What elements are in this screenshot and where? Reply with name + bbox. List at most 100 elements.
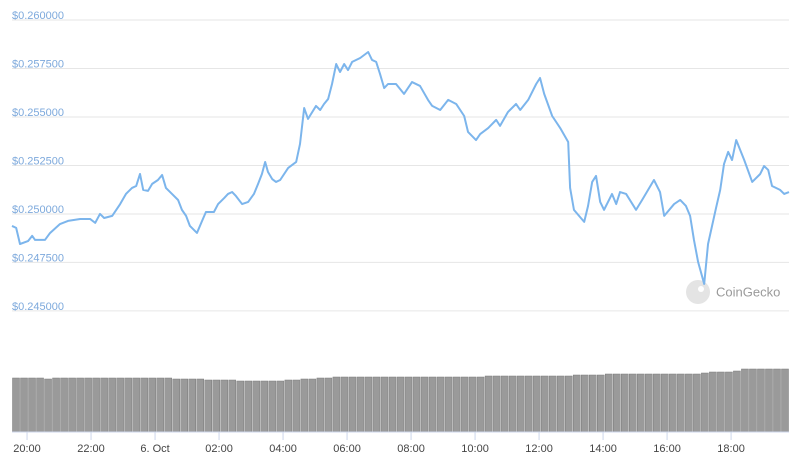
volume-bar <box>524 375 533 433</box>
volume-bar <box>252 380 261 433</box>
volume-bar <box>156 377 164 433</box>
volume-bar <box>725 371 733 433</box>
volume-bar <box>444 376 453 433</box>
volume-bar <box>132 377 140 433</box>
volume-bar <box>44 378 52 433</box>
x-tick-label: 6. Oct <box>140 443 169 455</box>
volume-bar <box>92 377 100 433</box>
volume-bar <box>324 377 333 433</box>
volume-bar <box>653 373 661 433</box>
volume-bar <box>484 375 493 433</box>
volume-bar <box>228 379 237 433</box>
volume-bar <box>300 378 309 433</box>
volume-bar <box>548 375 557 433</box>
volume-bar <box>685 373 693 433</box>
volume-bar <box>212 379 221 433</box>
volume-bar <box>733 370 741 433</box>
volume-bar <box>412 376 421 433</box>
volume-bar <box>588 374 597 433</box>
volume-bar <box>580 374 589 433</box>
volume-bar <box>621 373 629 433</box>
volume-bar <box>645 373 653 433</box>
y-tick-label: $0.250000 <box>12 204 64 216</box>
volume-bar <box>380 376 389 433</box>
volume-bar <box>613 373 621 433</box>
volume-bar <box>605 373 613 433</box>
volume-bar <box>76 377 84 433</box>
volume-bar <box>404 376 413 433</box>
y-tick-label: $0.252500 <box>12 155 64 167</box>
y-tick-label: $0.260000 <box>12 10 64 22</box>
x-tick-label: 08:00 <box>397 443 425 455</box>
volume-bar <box>124 377 132 433</box>
price-line <box>11 51 790 285</box>
volume-bar <box>188 378 196 433</box>
volume-bar <box>364 376 373 433</box>
x-tick-label: 16:00 <box>653 443 681 455</box>
volume-bar <box>292 379 301 433</box>
volume-bar <box>757 368 765 433</box>
volume-bar <box>244 380 253 433</box>
x-tick-label: 02:00 <box>205 443 233 455</box>
volume-bar <box>220 379 229 433</box>
volume-bar <box>572 374 581 433</box>
volume-bar <box>781 368 789 433</box>
y-tick-label: $0.255000 <box>12 107 64 119</box>
volume-bar <box>52 377 60 433</box>
volume-bar <box>396 376 405 433</box>
volume-bar <box>468 376 477 433</box>
x-tick-label: 04:00 <box>269 443 297 455</box>
volume-bar <box>28 377 36 433</box>
volume-bar <box>172 378 180 433</box>
volume-bar <box>316 377 325 433</box>
volume-bar <box>701 372 709 433</box>
volume-bar <box>773 368 781 433</box>
volume-bar <box>372 376 381 433</box>
volume-bar <box>516 375 525 433</box>
volume-bar <box>508 375 517 433</box>
volume-bar <box>356 376 365 433</box>
volume-bar <box>452 376 461 433</box>
x-tick-label: 12:00 <box>525 443 553 455</box>
volume-bar <box>436 376 445 433</box>
x-tick-label: 10:00 <box>461 443 489 455</box>
volume-bar <box>765 368 773 433</box>
volume-bar <box>276 380 285 433</box>
volume-bar <box>564 375 573 433</box>
x-tick-label: 14:00 <box>589 443 617 455</box>
volume-bar <box>100 377 108 433</box>
volume-bar <box>492 375 501 433</box>
volume-bar <box>532 375 541 433</box>
volume-bar <box>268 380 277 433</box>
volume-bar <box>741 368 749 433</box>
volume-bar <box>749 368 757 433</box>
volume-bar <box>597 374 605 433</box>
volume-bar <box>60 377 68 433</box>
volume-bar <box>693 373 701 433</box>
volume-bar <box>661 373 669 433</box>
volume-bar <box>84 377 92 433</box>
volume-bar <box>108 377 116 433</box>
y-tick-label: $0.245000 <box>12 301 64 313</box>
volume-bar <box>148 377 156 433</box>
volume-bar <box>388 376 397 433</box>
volume-bar <box>116 377 124 433</box>
y-tick-label: $0.257500 <box>12 58 64 70</box>
volume-bar <box>348 376 357 433</box>
volume-bar <box>164 377 172 433</box>
volume-bar <box>476 376 485 433</box>
volume-bar <box>428 376 437 433</box>
volume-bar <box>308 378 317 433</box>
watermark-text: CoinGecko <box>716 284 780 299</box>
watermark-logo <box>686 280 710 304</box>
volume-bar <box>140 377 148 433</box>
volume-bar <box>180 378 188 433</box>
volume-bar <box>556 375 565 433</box>
volume-bar <box>460 376 469 433</box>
x-tick-label: 18:00 <box>717 443 745 455</box>
x-tick-label: 06:00 <box>333 443 361 455</box>
volume-bar <box>20 377 28 433</box>
watermark-logo-eye <box>698 286 704 292</box>
volume-bar <box>68 377 76 433</box>
